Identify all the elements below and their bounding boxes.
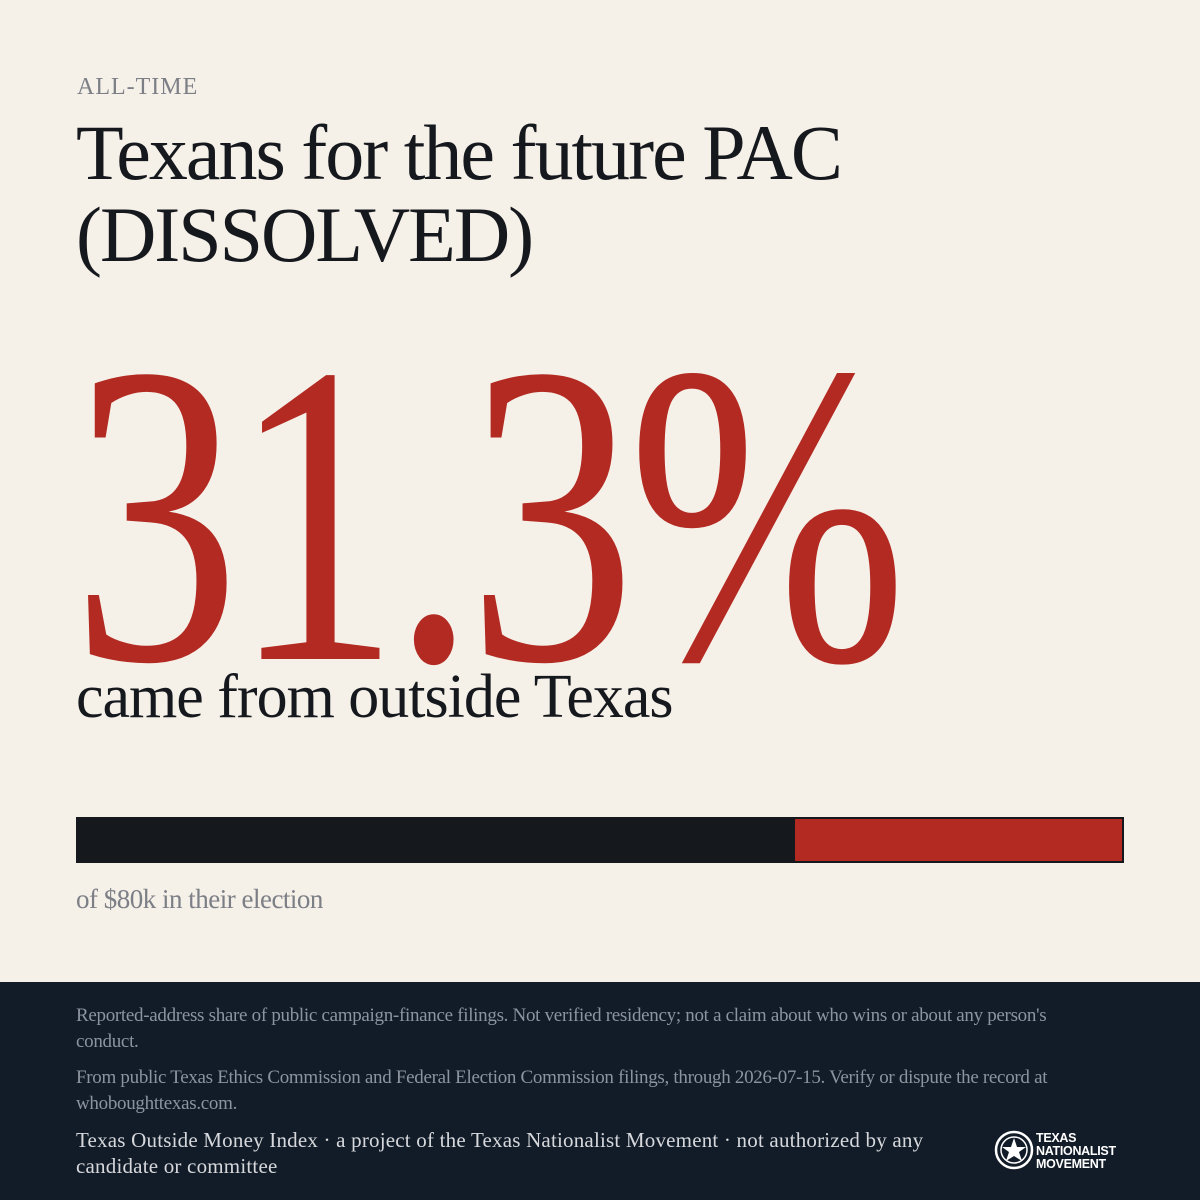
logo: TEXAS NATIONALIST MOVEMENT <box>994 1130 1129 1174</box>
footer-note: Reported-address share of public campaig… <box>76 1005 1047 1052</box>
logo-text: TEXAS NATIONALIST MOVEMENT <box>1036 1132 1116 1171</box>
title: Texans for the future PAC (DISSOLVED) <box>76 109 843 278</box>
footer-credit: Texas Outside Money Index · a project of… <box>76 1128 924 1178</box>
footer-source: From public Texas Ethics Commission and … <box>76 1067 1048 1114</box>
logo-line: NATIONALIST <box>1036 1144 1116 1158</box>
caption: of $80k in their election <box>76 884 323 914</box>
share-bar-fill <box>795 819 1122 861</box>
logo-line: MOVEMENT <box>1036 1157 1106 1171</box>
logo-emblem <box>994 1130 1034 1170</box>
logo-line: TEXAS <box>1036 1131 1077 1145</box>
eyebrow: ALL-TIME <box>77 74 199 100</box>
headline-share: 31.3% <box>72 277 907 753</box>
share-bar <box>76 817 1124 863</box>
subhead: came from outside Texas <box>76 663 673 731</box>
footer <box>0 982 1200 1200</box>
